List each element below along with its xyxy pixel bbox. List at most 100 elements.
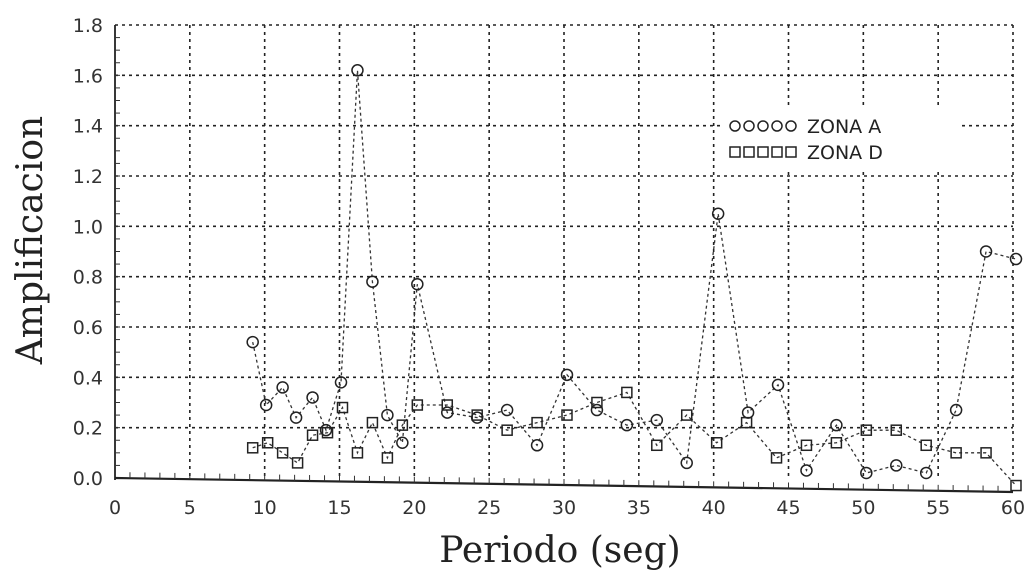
data-point-circle: [246, 335, 259, 349]
data-point-circle: [620, 418, 634, 432]
data-point-square: [561, 409, 573, 421]
data-point-square: [321, 426, 334, 439]
data-point-square: [890, 424, 903, 436]
legend-background: [722, 108, 962, 168]
legend-marker-circle: [743, 120, 755, 132]
data-point-circle: [771, 378, 785, 392]
x-tick-label: 40: [702, 497, 726, 519]
data-point-square: [336, 401, 349, 414]
x-tick-label: 15: [327, 497, 351, 519]
data-point-square: [261, 437, 274, 449]
x-tick-label: 55: [926, 497, 950, 519]
x-tick-label: 60: [1001, 497, 1025, 519]
data-point-circle: [711, 207, 725, 220]
x-tick-label: 30: [552, 497, 576, 519]
x-tick-label: 45: [776, 497, 800, 519]
data-point-circle: [319, 423, 333, 437]
legend-marker-circle: [729, 120, 741, 132]
data-point-square: [246, 442, 259, 454]
legend-marker-circle: [771, 120, 783, 132]
x-axis-label: Periodo (seg): [439, 530, 680, 571]
x-tick-label: 5: [184, 497, 196, 519]
legend-marker-circle: [757, 120, 769, 132]
data-point-square: [830, 437, 843, 449]
legend-marker-square: [757, 146, 769, 158]
data-point-circle: [680, 456, 693, 470]
y-tick-label: 1.8: [73, 15, 103, 37]
data-point-square: [710, 437, 723, 449]
data-point-square: [276, 447, 289, 459]
y-tick-label: 1.4: [73, 116, 103, 138]
data-point-square: [770, 452, 783, 464]
data-point-circle: [259, 398, 273, 412]
data-point-circle: [890, 459, 903, 472]
data-point-square: [441, 399, 454, 411]
legend-label: ZONA A: [807, 116, 881, 138]
data-point-circle: [381, 408, 394, 422]
x-tick-label: 10: [253, 497, 277, 519]
y-tick-label: 1.0: [73, 216, 103, 238]
axes: [114, 25, 1014, 494]
data-point-circle: [289, 411, 303, 424]
data-point-circle: [979, 245, 993, 258]
data-point-square: [860, 424, 873, 436]
data-point-square: [1010, 479, 1022, 492]
grid: [115, 24, 1014, 478]
data-point-circle: [396, 436, 409, 450]
y-axis-label: Amplificacion: [10, 116, 51, 365]
legend-marker-square: [785, 146, 797, 158]
plot-area: [246, 64, 1023, 492]
data-point-square: [980, 447, 992, 459]
data-point-circle: [800, 464, 813, 477]
data-point-square: [306, 429, 319, 441]
y-tick-label: 0.8: [73, 267, 103, 289]
y-tick-label: 0.0: [73, 468, 103, 490]
y-tick-label: 0.4: [73, 367, 103, 389]
y-tick-label: 1.6: [73, 65, 103, 87]
data-point-circle: [949, 403, 963, 417]
legend-marker-square: [729, 146, 741, 158]
series-line-zona-a: [252, 70, 1017, 474]
data-point-square: [471, 409, 483, 421]
legend-marker-square: [771, 146, 783, 158]
data-point-circle: [530, 439, 544, 452]
x-tick-label: 35: [627, 497, 651, 519]
data-point-circle: [411, 277, 424, 291]
data-point-square: [740, 416, 753, 429]
data-point-square: [591, 396, 603, 409]
data-point-square: [291, 457, 304, 469]
data-point-square: [950, 447, 962, 459]
data-point-circle: [276, 381, 289, 394]
data-point-circle: [590, 403, 604, 417]
data-point-square: [411, 399, 424, 411]
data-point-circle: [830, 418, 843, 432]
data-point-circle: [334, 376, 348, 389]
data-point-square: [800, 439, 813, 452]
data-point-square: [351, 447, 364, 459]
data-point-circle: [500, 403, 514, 417]
data-point-circle: [366, 275, 379, 288]
tick-labels: 0.0 0.2 0.4 0.6 0.8 1.0 1.2 1.4 1.6 1.8 0 5 10 15 20 25…: [73, 15, 1025, 519]
legend-marker-square: [743, 146, 755, 158]
y-tick-label: 1.2: [73, 166, 103, 188]
x-tick-label: 20: [402, 497, 426, 519]
data-point-circle: [860, 466, 873, 480]
legend-marker-circle: [785, 120, 797, 132]
series-line-zona-d: [252, 391, 1017, 486]
x-tick-label: 0: [109, 497, 121, 519]
x-tick-label: 25: [477, 497, 501, 519]
data-point-square: [920, 439, 932, 452]
data-point-circle: [650, 413, 664, 427]
legend-label: ZONA D: [807, 142, 883, 164]
x-tick-label: 50: [851, 497, 875, 519]
data-point-square: [651, 439, 663, 452]
y-tick-label: 0.2: [73, 418, 103, 440]
y-tick-label: 0.6: [73, 317, 103, 339]
data-point-circle: [306, 391, 319, 404]
data-point-square: [381, 452, 394, 464]
data-point-square: [366, 416, 379, 429]
legend: ZONA A ZONA D: [722, 108, 962, 168]
data-point-circle: [919, 466, 933, 480]
data-point-square: [531, 416, 543, 429]
